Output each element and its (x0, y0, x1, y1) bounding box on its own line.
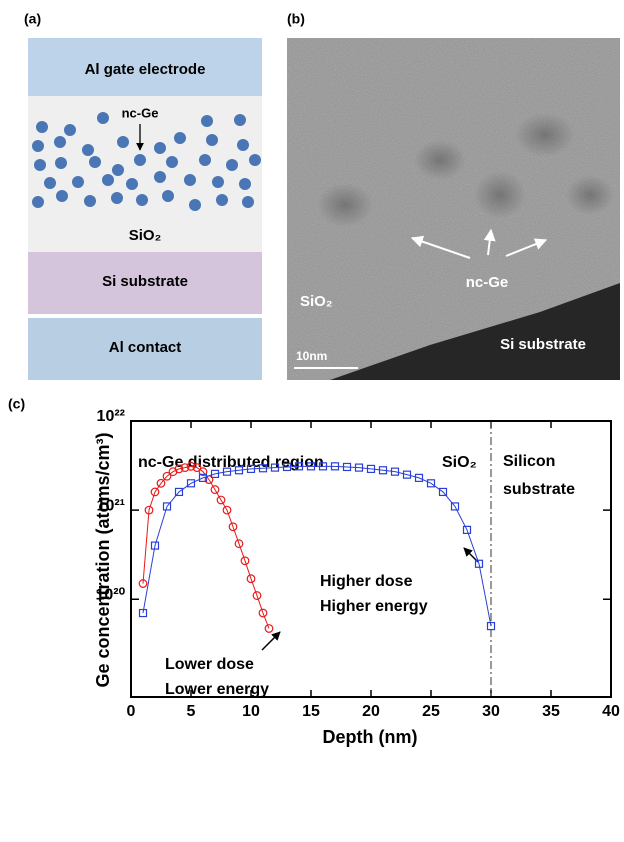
y-tick-label: 10²⁰ (95, 586, 125, 603)
nanocrystal (55, 157, 67, 169)
image-label: nc-Ge (466, 274, 509, 291)
layer-label: Al contact (109, 339, 182, 356)
nanocrystal (166, 156, 178, 168)
annotation: Higher dose (320, 573, 413, 590)
panel-label: (c) (8, 396, 25, 412)
scale-bar-label: 10nm (296, 349, 327, 363)
nanocrystal (126, 178, 138, 190)
x-tick-label: 0 (127, 703, 136, 720)
nanocrystal (102, 174, 114, 186)
dot-label: nc-Ge (122, 105, 159, 120)
particle (515, 113, 575, 157)
panel-label: (a) (24, 11, 41, 27)
image-label: Si substrate (500, 336, 586, 353)
nanocrystal (136, 194, 148, 206)
nanocrystal (56, 190, 68, 202)
y-axis-label: Ge concentration (atoms/cm³) (93, 432, 113, 687)
annotation: Lower energy (165, 681, 269, 698)
nanocrystal (216, 194, 228, 206)
nanocrystal (97, 112, 109, 124)
nanocrystal (212, 176, 224, 188)
nanocrystal (36, 121, 48, 133)
y-tick-label: 10²¹ (97, 497, 125, 514)
nanocrystal (237, 139, 249, 151)
nanocrystal (201, 115, 213, 127)
panel-label: (b) (287, 11, 305, 27)
x-tick-label: 35 (542, 703, 560, 720)
nanocrystal (242, 196, 254, 208)
nanocrystal (117, 136, 129, 148)
series-line (143, 466, 491, 626)
nanocrystal (234, 114, 246, 126)
nanocrystal (111, 192, 123, 204)
nanocrystal (54, 136, 66, 148)
x-tick-label: 5 (187, 703, 196, 720)
nanocrystal (226, 159, 238, 171)
particle (474, 171, 526, 219)
annotation: SiO₂ (442, 454, 477, 471)
nanocrystal (189, 199, 201, 211)
x-tick-label: 30 (482, 703, 500, 720)
figure: (a) Al gate electrode SiO₂ Si substrate … (0, 0, 624, 842)
layer-label: Si substrate (102, 273, 188, 290)
chart: (c) Depth (nm) Ge concentration (atoms/c… (8, 396, 620, 747)
particle (414, 140, 466, 180)
annotation: Lower dose (165, 656, 254, 673)
layer-label: Al gate electrode (85, 61, 206, 78)
tem-image: (b) nc-Ge SiO₂ Si substrate 10nm (287, 11, 620, 380)
image-label: SiO₂ (300, 293, 333, 310)
x-tick-label: 20 (362, 703, 380, 720)
x-tick-label: 40 (602, 703, 620, 720)
nanocrystal (206, 134, 218, 146)
schematic: (a) Al gate electrode SiO₂ Si substrate … (24, 11, 262, 380)
nanocrystal (82, 144, 94, 156)
x-axis-label: Depth (nm) (323, 727, 418, 747)
particle (317, 183, 373, 227)
annotation: Higher energy (320, 598, 428, 615)
annotation: Silicon (503, 453, 555, 470)
layer-label: SiO₂ (129, 227, 162, 244)
arrow (262, 632, 280, 650)
nanocrystal (249, 154, 261, 166)
y-tick-label: 10²² (97, 408, 125, 425)
nanocrystal (32, 196, 44, 208)
nanocrystal (154, 171, 166, 183)
nanocrystal (199, 154, 211, 166)
particle (566, 175, 614, 215)
nanocrystal (32, 140, 44, 152)
nanocrystal (134, 154, 146, 166)
nanocrystal (84, 195, 96, 207)
nanocrystal (89, 156, 101, 168)
nanocrystal (44, 177, 56, 189)
series-line (143, 466, 269, 628)
nanocrystal (34, 159, 46, 171)
nanocrystal (162, 190, 174, 202)
nanocrystal (64, 124, 76, 136)
x-tick-label: 10 (242, 703, 260, 720)
nanocrystal (184, 174, 196, 186)
x-tick-label: 25 (422, 703, 440, 720)
annotation: substrate (503, 481, 575, 498)
x-tick-label: 15 (302, 703, 320, 720)
nanocrystal (112, 164, 124, 176)
nanocrystal (72, 176, 84, 188)
nanocrystal (239, 178, 251, 190)
nanocrystal (154, 142, 166, 154)
nanocrystal (174, 132, 186, 144)
